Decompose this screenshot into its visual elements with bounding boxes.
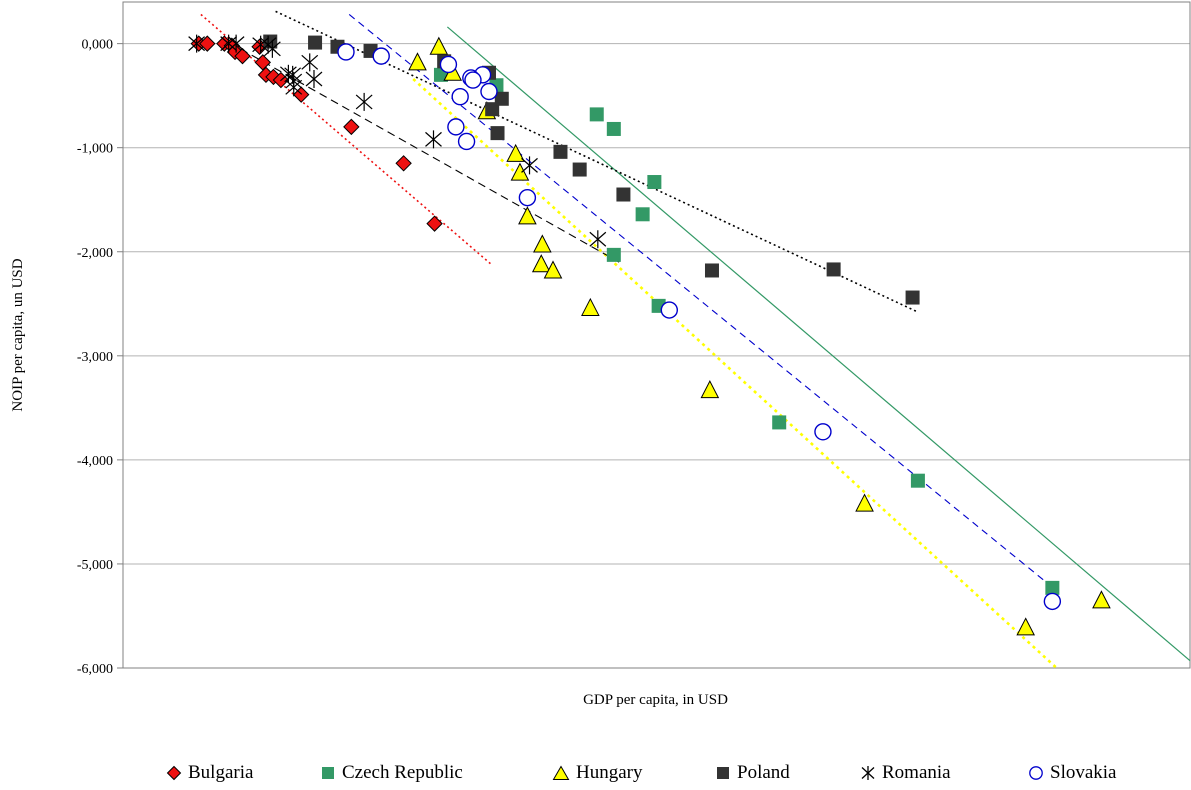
legend-item-bulgaria: Bulgaria — [166, 760, 253, 786]
point-slovakia — [451, 87, 469, 106]
point-romania — [521, 156, 538, 175]
y-tick-label: -5,000 — [77, 558, 113, 573]
point-hungary — [531, 254, 551, 273]
trendline-slovakia — [348, 14, 1055, 590]
point-romania — [355, 92, 373, 111]
legend-item-poland: Poland — [715, 760, 790, 786]
point-bulgaria — [254, 54, 271, 71]
diamond-icon — [166, 765, 182, 781]
point-czech-republic — [772, 415, 787, 430]
legend-label: Hungary — [576, 762, 643, 783]
legend-item-romania: Romania — [860, 760, 951, 786]
y-tick-label: -2,000 — [77, 246, 113, 261]
point-poland — [490, 126, 505, 141]
point-czech-republic — [1045, 580, 1060, 595]
legend-item-hungary: Hungary — [552, 760, 642, 786]
point-hungary — [408, 52, 427, 71]
point-czech-republic — [589, 107, 604, 122]
point-romania — [589, 230, 607, 249]
point-poland — [704, 263, 719, 278]
point-bulgaria — [426, 215, 443, 232]
trendline-romania — [240, 48, 620, 263]
point-poland — [905, 290, 920, 305]
x-axis-title: GDP per capita, in USD — [583, 692, 728, 708]
trendlines — [200, 10, 1191, 669]
point-romania — [263, 39, 281, 58]
point-romania — [227, 34, 245, 53]
y-tick-label: 0,000 — [82, 38, 114, 53]
point-slovakia — [439, 55, 458, 74]
point-hungary — [543, 260, 563, 279]
point-hungary — [506, 143, 525, 162]
y-tick-label: -1,000 — [77, 142, 113, 157]
point-poland — [494, 91, 509, 106]
point-bulgaria — [395, 155, 412, 172]
point-czech-republic — [647, 175, 662, 190]
legend-label: Poland — [737, 762, 790, 783]
point-slovakia — [337, 43, 355, 61]
point-romania — [301, 53, 319, 72]
point-czech-republic — [606, 247, 621, 262]
trendline-poland — [275, 10, 919, 313]
point-hungary — [700, 380, 720, 399]
gridlines — [123, 43, 1190, 669]
legend-item-slovakia: Slovakia — [1028, 760, 1117, 786]
point-hungary — [429, 36, 449, 55]
point-hungary — [581, 297, 600, 316]
point-bulgaria — [234, 47, 251, 65]
trendline-bulgaria — [200, 13, 492, 265]
point-romania — [285, 78, 303, 97]
legend-label: Bulgaria — [188, 762, 254, 783]
data-points — [188, 34, 1111, 636]
point-hungary — [510, 162, 530, 181]
point-slovakia — [447, 118, 465, 136]
legend-label: Romania — [882, 762, 951, 783]
point-czech-republic — [910, 473, 925, 488]
point-poland — [553, 144, 568, 159]
point-slovakia — [814, 423, 832, 441]
point-slovakia — [480, 82, 498, 101]
plot-area-frame — [122, 1, 1191, 669]
point-czech-republic — [606, 121, 621, 136]
trendline-czech-republic — [446, 26, 1191, 662]
point-hungary — [855, 493, 874, 512]
point-slovakia — [464, 71, 482, 89]
point-romania — [305, 70, 323, 89]
point-poland — [616, 187, 631, 202]
legend-label: Slovakia — [1050, 762, 1117, 783]
y-tick-label: -3,000 — [77, 350, 113, 365]
point-romania — [425, 130, 442, 149]
y-axis-ticks: 0,000 -1,000 -2,000 -3,000 -4,000 -5,000 -6,00… — [77, 38, 123, 677]
square-icon — [322, 767, 334, 779]
point-slovakia — [1043, 592, 1062, 611]
point-poland — [826, 262, 841, 277]
point-bulgaria — [343, 118, 360, 136]
legend-label: Czech Republic — [342, 762, 463, 783]
point-poland — [308, 35, 323, 50]
point-romania — [188, 34, 206, 53]
point-slovakia — [660, 301, 679, 319]
legend-item-czech-republic: Czech Republic — [320, 760, 463, 786]
point-slovakia — [518, 188, 537, 207]
legend: Bulgaria Czech Republic Hungary Poland R… — [160, 760, 1160, 786]
star-icon — [861, 766, 875, 780]
triangle-icon — [552, 765, 570, 780]
point-hungary — [518, 206, 537, 225]
point-czech-republic — [635, 207, 650, 222]
point-bulgaria — [199, 35, 216, 52]
point-poland — [263, 34, 278, 49]
point-hungary — [1016, 617, 1036, 636]
y-axis-title: NOIP per capita, un USD — [10, 258, 26, 411]
y-tick-label: -6,000 — [77, 662, 113, 677]
y-tick-label: -4,000 — [77, 454, 113, 469]
point-poland — [572, 162, 587, 177]
point-hungary — [1092, 590, 1111, 609]
square-icon — [717, 767, 729, 779]
point-slovakia — [372, 47, 390, 65]
point-slovakia — [457, 132, 476, 151]
trendline-hungary — [412, 78, 1058, 669]
circle-icon — [1029, 766, 1043, 780]
point-hungary — [533, 234, 552, 253]
